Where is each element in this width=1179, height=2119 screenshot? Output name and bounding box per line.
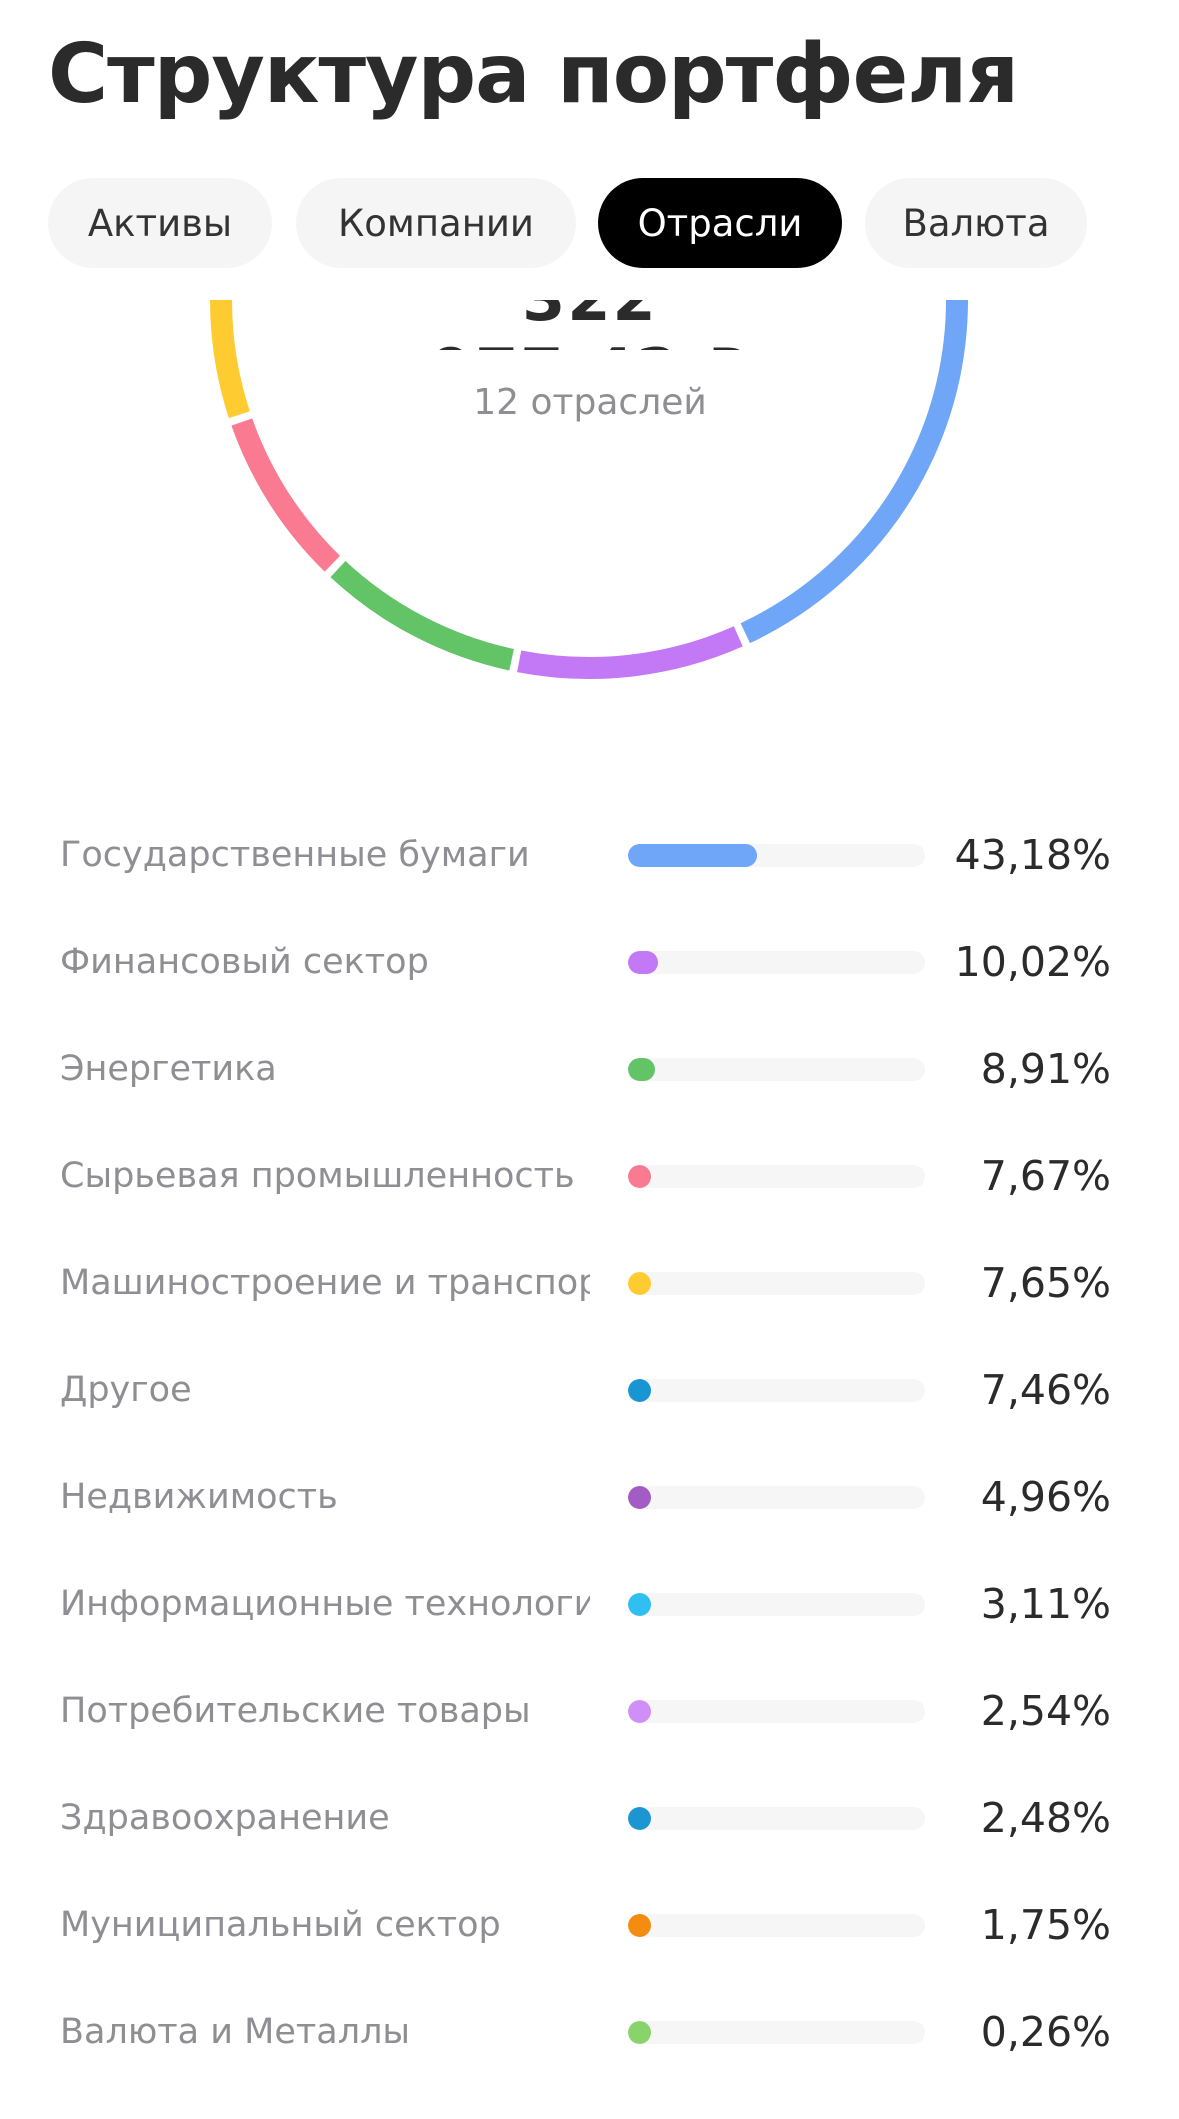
- sector-bar-track: [628, 1807, 925, 1830]
- sector-label: Энергетика: [60, 1049, 277, 1089]
- donut-segment: [330, 560, 514, 671]
- sector-row[interactable]: Недвижимость 4,96%: [0, 1444, 1179, 1551]
- sector-row[interactable]: Машиностроение и транспорт 7,65%: [0, 1230, 1179, 1337]
- sector-percent: 3,11%: [980, 1580, 1111, 1628]
- sector-bar-track: [628, 1914, 925, 1937]
- donut-segment: [517, 626, 743, 679]
- sector-percent: 7,65%: [980, 1259, 1111, 1307]
- sector-label: Государственные бумаги: [60, 835, 530, 875]
- sector-percent: 4,96%: [980, 1473, 1111, 1521]
- sector-bar-track: [628, 844, 925, 867]
- sector-percent: 2,48%: [980, 1794, 1111, 1842]
- tab-assets[interactable]: Активы: [48, 178, 272, 268]
- sector-bar-track: [628, 1272, 925, 1295]
- sector-percent: 7,67%: [980, 1152, 1111, 1200]
- sector-row[interactable]: Другое 7,46%: [0, 1337, 1179, 1444]
- sector-row[interactable]: Финансовый сектор 10,02%: [0, 909, 1179, 1016]
- sector-bar-track: [628, 951, 925, 974]
- sector-row[interactable]: Энергетика 8,91%: [0, 1016, 1179, 1123]
- sector-bar-track: [628, 1700, 925, 1723]
- sector-label: Сырьевая промышленность: [60, 1156, 575, 1196]
- sector-bar-track: [628, 1593, 925, 1616]
- sector-row[interactable]: Валюта и Металлы 0,26%: [0, 1979, 1179, 2086]
- sector-bar-fill: [628, 951, 658, 974]
- sector-bar-track: [628, 1486, 925, 1509]
- sector-bar-track: [628, 1165, 925, 1188]
- sector-row[interactable]: Информационные технологии 3,11%: [0, 1551, 1179, 1658]
- sector-bar-track: [628, 1379, 925, 1402]
- sector-row[interactable]: Муниципальный сектор 1,75%: [0, 1872, 1179, 1979]
- sector-percent: 0,26%: [980, 2008, 1111, 2056]
- page-title: Структура портфеля: [48, 27, 1019, 122]
- sector-label: Здравоохранение: [60, 1798, 390, 1838]
- sector-bar-fill: [628, 1272, 651, 1295]
- sector-label: Финансовый сектор: [60, 942, 429, 982]
- sector-label: Недвижимость: [60, 1477, 338, 1517]
- sector-percent: 7,46%: [980, 1366, 1111, 1414]
- sector-bar-fill: [628, 844, 757, 867]
- donut-subtitle: 12 отраслей: [473, 382, 707, 423]
- sector-label: Валюта и Металлы: [60, 2012, 411, 2052]
- sector-bar-fill: [628, 1700, 651, 1723]
- sector-percent: 1,75%: [980, 1901, 1111, 1949]
- sector-label: Информационные технологии: [60, 1584, 590, 1624]
- sector-bar-fill: [628, 1486, 651, 1509]
- sector-row[interactable]: Здравоохранение 2,48%: [0, 1765, 1179, 1872]
- sector-bar-fill: [628, 1058, 655, 1081]
- sector-bar-fill: [628, 1914, 651, 1937]
- donut-segment: [740, 300, 968, 644]
- donut-segment: [231, 418, 341, 572]
- sector-row[interactable]: Сырьевая промышленность 7,67%: [0, 1123, 1179, 1230]
- sector-bar-fill: [628, 1379, 651, 1402]
- sector-label: Муниципальный сектор: [60, 1905, 501, 1945]
- tab-sectors[interactable]: Отрасли: [598, 178, 842, 268]
- sector-row[interactable]: Потребительские товары 2,54%: [0, 1658, 1179, 1765]
- sector-percent: 8,91%: [980, 1045, 1111, 1093]
- sector-donut-chart: [210, 300, 968, 679]
- donut-total-value: 322 977,42 ₽: [390, 300, 790, 350]
- tab-currency[interactable]: Валюта: [865, 178, 1087, 268]
- tab-companies[interactable]: Компании: [296, 178, 576, 268]
- sector-bar-fill: [628, 2021, 651, 2044]
- sector-label: Другое: [60, 1370, 192, 1410]
- sector-bar-track: [628, 2021, 925, 2044]
- sector-label: Машиностроение и транспорт: [60, 1263, 590, 1303]
- sector-bar-fill: [628, 1593, 651, 1616]
- sector-label: Потребительские товары: [60, 1691, 531, 1731]
- sector-percent: 10,02%: [954, 938, 1111, 986]
- sector-percent: 2,54%: [980, 1687, 1111, 1735]
- sector-row[interactable]: Государственные бумаги 43,18%: [0, 802, 1179, 909]
- sector-bar-fill: [628, 1165, 651, 1188]
- sector-bar-track: [628, 1058, 925, 1081]
- donut-segment: [210, 300, 250, 419]
- sector-bar-fill: [628, 1807, 651, 1830]
- sector-percent: 43,18%: [954, 831, 1111, 879]
